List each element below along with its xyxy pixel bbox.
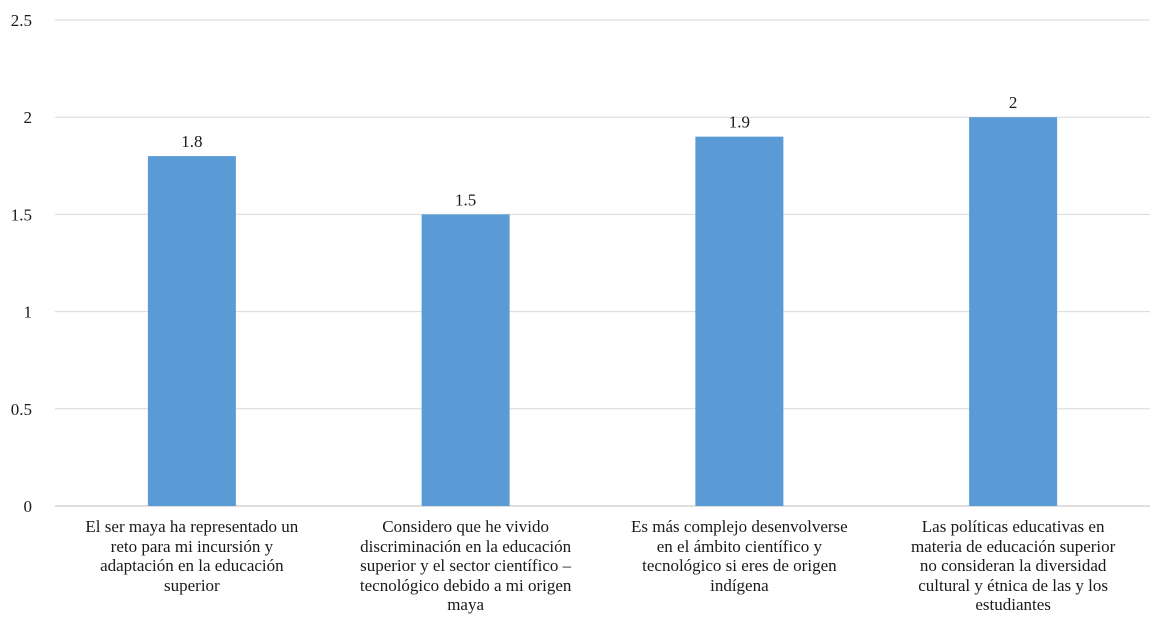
y-tick-label: 0.5 [11,400,32,419]
y-tick-label: 1 [24,303,33,322]
data-label: 1.9 [729,113,750,132]
bar [147,156,236,506]
bar [695,136,784,506]
x-tick-label: Las políticas educativas en materia de e… [910,517,1116,614]
data-label: 2 [1009,93,1018,112]
bar [421,214,510,506]
y-tick-label: 2 [24,108,33,127]
x-tick-label: Considero que he vivido discriminación e… [359,517,572,614]
data-label: 1.5 [455,190,476,209]
x-tick-label: Es más complejo desenvolverse en el ámbi… [631,517,848,595]
y-tick-label: 0 [24,497,33,516]
data-label: 1.8 [181,132,202,151]
x-tick-label: El ser maya ha representado un reto para… [85,517,299,595]
y-tick-label: 1.5 [11,205,32,224]
bar [969,117,1058,506]
y-tick-label: 2.5 [11,11,32,30]
